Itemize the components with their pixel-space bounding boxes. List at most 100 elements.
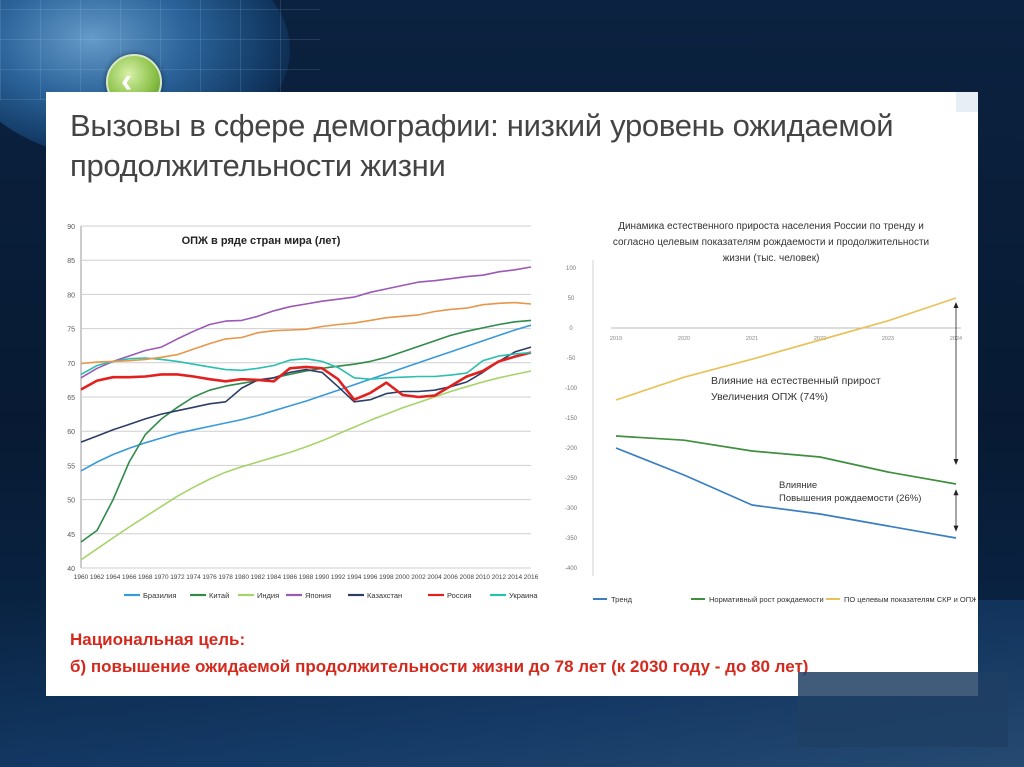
x-tick-label: 2023 [882, 336, 894, 342]
legend-label: Китай [209, 591, 229, 600]
annotation-birth-line1: Влияние [779, 480, 817, 491]
legend-label: Япония [305, 591, 331, 600]
x-tick-label: 2014 [508, 574, 523, 581]
x-tick-label: 2020 [678, 336, 690, 342]
y-tick-label: 85 [67, 258, 75, 265]
x-tick-label: 1992 [331, 574, 346, 581]
x-tick-label: 2000 [395, 574, 410, 581]
arrow-head [953, 489, 959, 496]
y-tick-label: -200 [565, 446, 578, 452]
series-line-ПО целевым показателям СКР и ОПЖ [615, 297, 957, 401]
slide-title-line2: продолжительности жизни [70, 148, 446, 183]
x-tick-label: 1996 [363, 574, 378, 581]
x-tick-label: 2016 [524, 574, 539, 581]
arrow-head [953, 302, 959, 308]
x-tick-label: 1998 [379, 574, 394, 581]
series-line-Китай [80, 319, 532, 543]
x-tick-label: 1978 [218, 574, 233, 581]
series-line-США [80, 301, 532, 365]
series-line-Тренд [615, 447, 957, 539]
x-tick-label: 1986 [283, 574, 298, 581]
x-tick-label: 1964 [106, 574, 121, 581]
y-tick-label: 50 [67, 498, 75, 505]
y-tick-label: 50 [568, 296, 575, 302]
legend-label: ПО целевым показателям СКР и ОПЖ [844, 595, 976, 604]
legend-label: Казахстан [367, 591, 402, 600]
chart-left-title: ОПЖ в ряде стран мира (лет) [182, 235, 341, 247]
y-tick-label: -400 [565, 566, 578, 572]
y-tick-label: -250 [565, 476, 578, 482]
x-tick-label: 2004 [427, 574, 442, 581]
y-tick-label: 45 [67, 532, 75, 539]
x-tick-label: 1968 [138, 574, 153, 581]
annotation-ope-line1: Влияние на естественный прирост [711, 375, 881, 387]
life-expectancy-chart: ОПЖ в ряде стран мира (лет) 40 45 50 55 60 65… [67, 224, 539, 600]
legend-label: Украина [509, 591, 538, 600]
x-tick-label: 1976 [202, 574, 217, 581]
y-tick-label: 80 [67, 292, 75, 299]
x-tick-label: 1984 [267, 574, 282, 581]
y-tick-label: -300 [565, 506, 578, 512]
national-goal: Национальная цель: б) повышение ожидаемо… [70, 626, 808, 680]
y-tick-label: 0 [569, 326, 573, 332]
goal-heading: Национальная цель: [70, 630, 246, 649]
x-tick-label: 2021 [746, 336, 758, 342]
corner-panel [798, 672, 1008, 747]
x-tick-label: 1994 [347, 574, 362, 581]
x-tick-label: 2010 [476, 574, 491, 581]
series-line-Украина [80, 351, 532, 380]
x-tick-label: 1982 [251, 574, 266, 581]
y-tick-label: 65 [67, 395, 75, 402]
x-tick-label: 2012 [492, 574, 507, 581]
legend-label: Индия [257, 591, 279, 600]
x-tick-label: 1990 [315, 574, 330, 581]
y-tick-label: -100 [565, 386, 578, 392]
series-line-Россия [80, 351, 532, 401]
series-line-Бразилия [80, 324, 532, 472]
slide-panel: Вызовы в сфере демографии: низкий уровен… [46, 92, 978, 696]
arrow-head [953, 525, 959, 532]
y-tick-label: 70 [67, 361, 75, 368]
y-tick-label: 55 [67, 463, 75, 470]
x-tick-label: 2008 [459, 574, 474, 581]
y-tick-label: 75 [67, 327, 75, 334]
legend-label: Тренд [611, 595, 633, 604]
chart-right-title-line3: жизни (тыс. человек) [723, 253, 820, 264]
series-line-Япония [80, 266, 532, 379]
series-line-Казахстан [80, 346, 532, 443]
x-tick-label: 1974 [186, 574, 201, 581]
legend-label: Нормативный рост рождаемости [709, 595, 824, 604]
slide-title-line1: Вызовы в сфере демографии: низкий уровен… [70, 108, 894, 143]
x-tick-label: 1970 [154, 574, 169, 581]
y-tick-label: 90 [67, 224, 75, 231]
annotation-birth-line2: Повышения рождаемости (26%) [779, 493, 921, 504]
x-tick-label: 2022 [814, 336, 826, 342]
x-tick-label: 1980 [234, 574, 249, 581]
natural-growth-chart: Динамика естественного прироста населени… [565, 221, 976, 604]
goal-text: б) повышение ожидаемой продолжительности… [70, 657, 809, 676]
y-tick-label: -50 [567, 356, 576, 362]
x-tick-label: 2006 [443, 574, 458, 581]
x-tick-label: 1962 [90, 574, 105, 581]
x-tick-label: 2002 [411, 574, 426, 581]
chart-right-title-line1: Динамика естественного прироста населени… [618, 221, 924, 232]
series-line-Индия [80, 370, 532, 561]
corner-logo [956, 92, 978, 112]
x-tick-label: 1988 [299, 574, 314, 581]
x-tick-label: 1972 [170, 574, 185, 581]
x-tick-label: 1966 [122, 574, 137, 581]
x-tick-label: 2019 [610, 336, 622, 342]
y-tick-label: 60 [67, 429, 75, 436]
legend-label: Бразилия [143, 591, 176, 600]
legend-label: Россия [447, 591, 472, 600]
chart-right-title-line2: согласно целевым показателям рождаемости… [613, 237, 929, 248]
arrow-head [953, 459, 959, 465]
y-tick-label: 40 [67, 566, 75, 573]
annotation-ope-line2: Увеличения ОПЖ (74%) [711, 391, 828, 403]
y-tick-label: 100 [566, 266, 577, 272]
y-tick-label: -350 [565, 536, 578, 542]
x-tick-label: 1960 [74, 574, 89, 581]
y-tick-label: -150 [565, 416, 578, 422]
slide-title: Вызовы в сфере демографии: низкий уровен… [70, 106, 950, 186]
series-line-Нормативный рост рождаемости [615, 435, 957, 485]
